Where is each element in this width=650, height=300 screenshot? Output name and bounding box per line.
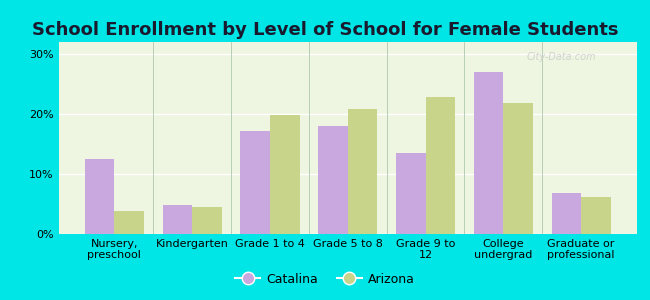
Bar (426, 97, 455, 234)
Bar (192, 207, 222, 234)
Bar (318, 126, 348, 234)
Text: City-Data.com: City-Data.com (527, 52, 597, 62)
Legend: Catalina, Arizona: Catalina, Arizona (230, 268, 420, 291)
Bar (396, 153, 426, 234)
Bar (503, 103, 533, 234)
Bar (581, 197, 611, 234)
Text: School Enrollment by Level of School for Female Students: School Enrollment by Level of School for… (32, 21, 618, 39)
Bar (162, 205, 192, 234)
Bar (348, 109, 377, 234)
Bar (114, 211, 144, 234)
Bar (240, 131, 270, 234)
Bar (552, 193, 581, 234)
Bar (270, 115, 300, 234)
Bar (474, 72, 503, 234)
Bar (84, 159, 114, 234)
